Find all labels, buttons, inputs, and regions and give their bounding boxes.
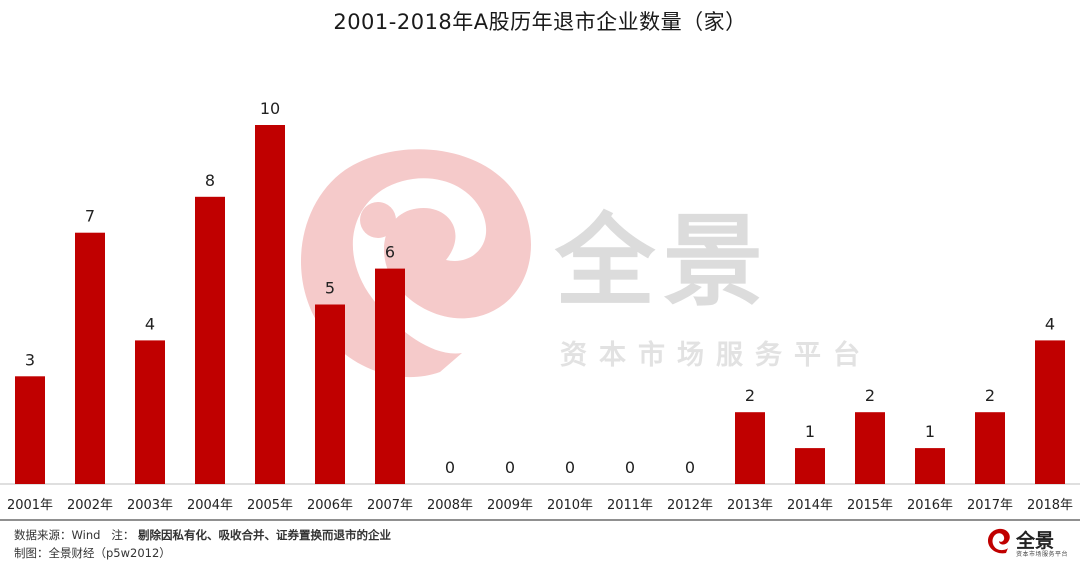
data-label-2007年: 6 xyxy=(385,243,395,262)
data-label-2017年: 2 xyxy=(985,386,995,405)
data-label-2016年: 1 xyxy=(925,422,935,441)
bar-2016年 xyxy=(915,448,945,484)
note-text: 剔除因私有化、吸收合并、证券置换而退市的企业 xyxy=(138,528,392,542)
brand-logo: 全景 资本市场服务平台 xyxy=(986,525,1070,559)
x-tick-label: 2016年 xyxy=(907,498,953,513)
data-label-2008年: 0 xyxy=(445,458,455,477)
bar-2006年 xyxy=(315,304,345,484)
x-tick-label: 2013年 xyxy=(727,498,773,513)
footer-maker: 制图：全景财经（p5w2012） xyxy=(14,546,171,560)
data-label-2014年: 1 xyxy=(805,422,815,441)
data-label-2018年: 4 xyxy=(1045,314,1055,333)
bar-2007年 xyxy=(375,268,405,484)
x-tick-label: 2010年 xyxy=(547,498,593,513)
x-tick-label: 2005年 xyxy=(247,498,293,513)
chart-title: 2001-2018年A股历年退市企业数量（家） xyxy=(333,10,747,34)
x-tick-label: 2014年 xyxy=(787,498,833,513)
x-tick-label: 2004年 xyxy=(187,498,233,513)
data-label-2015年: 2 xyxy=(865,386,875,405)
bar-2013年 xyxy=(735,412,765,484)
x-tick-label: 2012年 xyxy=(667,498,713,513)
note-label: 注： xyxy=(111,528,135,542)
data-label-2004年: 8 xyxy=(205,171,215,190)
x-tick-label: 2017年 xyxy=(967,498,1013,513)
bar-2001年 xyxy=(15,376,45,484)
brand-swirl-icon xyxy=(988,528,1010,554)
x-tick-label: 2015年 xyxy=(847,498,893,513)
bar-2017年 xyxy=(975,412,1005,484)
data-label-2006年: 5 xyxy=(325,279,335,298)
x-tick-label: 2009年 xyxy=(487,498,533,513)
data-label-2011年: 0 xyxy=(625,458,635,477)
data-label-2003年: 4 xyxy=(145,314,155,333)
data-label-2002年: 7 xyxy=(85,207,95,226)
x-tick-label: 2002年 xyxy=(67,498,113,513)
bar-2005年 xyxy=(255,125,285,484)
bar-2003年 xyxy=(135,340,165,484)
footer-source: 数据来源：Wind 注： 剔除因私有化、吸收合并、证券置换而退市的企业 xyxy=(14,527,391,543)
x-tick-label: 2018年 xyxy=(1027,498,1073,513)
bar-2014年 xyxy=(795,448,825,484)
x-tick-label: 2011年 xyxy=(607,498,653,513)
bar-2002年 xyxy=(75,232,105,484)
brand-logo-sub: 资本市场服务平台 xyxy=(1016,551,1069,558)
watermark-tagline: 资本市场服务平台 xyxy=(560,340,872,371)
data-label-2009年: 0 xyxy=(505,458,515,477)
x-tick-label: 2003年 xyxy=(127,498,173,513)
watermark-swirl-icon xyxy=(300,149,531,378)
x-tick-label: 2006年 xyxy=(307,498,353,513)
x-tick-label: 2008年 xyxy=(427,498,473,513)
data-label-2001年: 3 xyxy=(25,350,35,369)
bar-2018年 xyxy=(1035,340,1065,484)
brand-logo-name: 全景 xyxy=(1016,530,1055,552)
x-tick-label: 2001年 xyxy=(7,498,53,513)
data-label-2012年: 0 xyxy=(685,458,695,477)
data-label-2010年: 0 xyxy=(565,458,575,477)
source-label: 数据来源：Wind xyxy=(14,528,101,542)
data-label-2013年: 2 xyxy=(745,386,755,405)
bar-2004年 xyxy=(195,196,225,485)
watermark-name: 全景 xyxy=(555,203,771,320)
bar-2015年 xyxy=(855,412,885,484)
data-label-2005年: 10 xyxy=(260,99,280,118)
x-tick-label: 2007年 xyxy=(367,498,413,513)
